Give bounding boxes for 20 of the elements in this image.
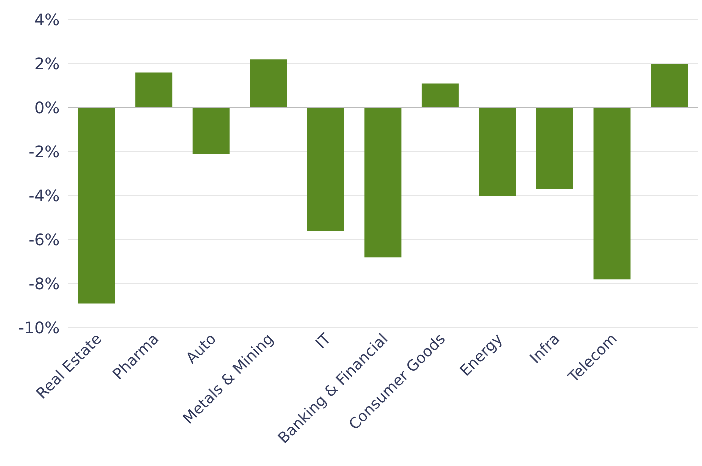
y-tick-label: -8% [28, 274, 60, 294]
bar [479, 108, 516, 196]
y-tick-label: 0% [34, 98, 60, 118]
y-tick-label: 4% [34, 10, 60, 30]
y-tick-label: -10% [18, 318, 60, 338]
bar [651, 64, 688, 108]
bar [78, 108, 116, 304]
bar [422, 84, 459, 108]
bar [250, 60, 288, 108]
bar [136, 72, 173, 108]
bar [192, 108, 230, 154]
y-tick-label: -4% [28, 186, 60, 206]
bar [536, 108, 574, 190]
bar [307, 108, 344, 232]
y-tick-label: -2% [28, 142, 60, 162]
x-tick-label: IT [312, 330, 336, 352]
bar [594, 108, 631, 280]
y-tick-label: -6% [28, 230, 60, 250]
y-tick-label: 2% [34, 54, 60, 74]
bar [364, 108, 402, 258]
